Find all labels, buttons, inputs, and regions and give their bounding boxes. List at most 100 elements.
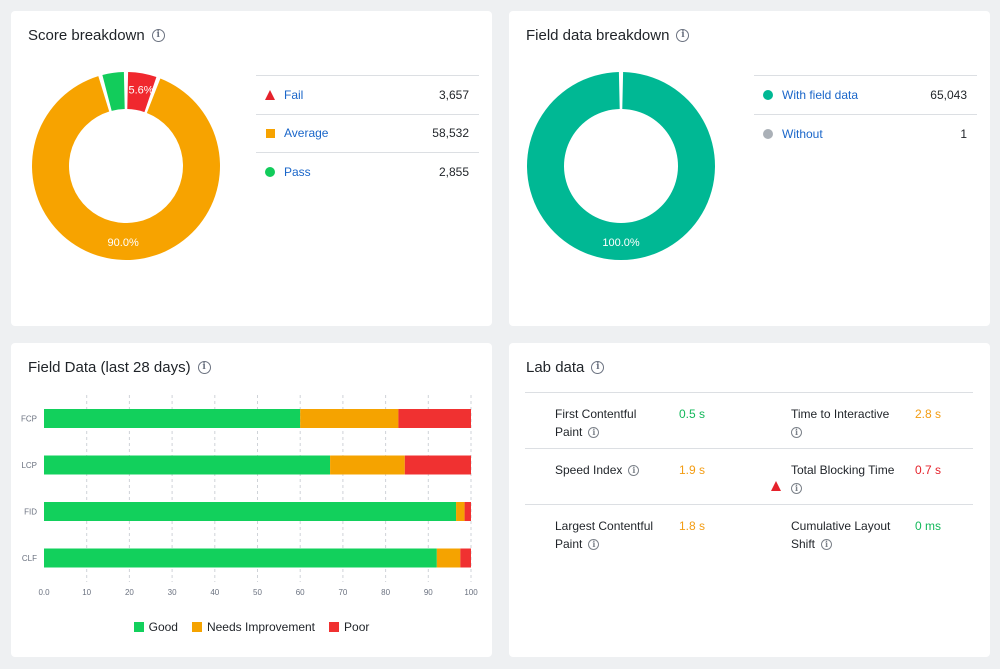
field-data-chart-title-text: Field Data (last 28 days) bbox=[28, 359, 191, 376]
status-dot-icon bbox=[763, 89, 773, 100]
score-row-pass: Pass 2,855 bbox=[256, 153, 479, 192]
lab-data-title-text: Lab data bbox=[526, 359, 585, 376]
score-count: 58,532 bbox=[432, 126, 469, 141]
info-icon[interactable]: i bbox=[791, 483, 802, 494]
lab-metric-total-blocking-time: Total Blocking Time i 0.7 s bbox=[771, 461, 955, 501]
bar-fcp-poor[interactable] bbox=[398, 409, 471, 428]
metric-name-line: Largest Contentful bbox=[555, 519, 654, 533]
score-row-fail: Fail 3,657 bbox=[256, 76, 479, 115]
metric-name-line: Paint bbox=[555, 425, 583, 439]
metric-status-icon bbox=[771, 465, 781, 491]
info-icon[interactable]: i bbox=[676, 29, 690, 42]
bar-lcp-poor[interactable] bbox=[404, 455, 471, 475]
x-tick-label: 50 bbox=[253, 588, 262, 597]
info-icon[interactable]: i bbox=[588, 427, 600, 438]
metric-name-line: Speed Index i bbox=[555, 461, 640, 479]
field-label-link[interactable]: With field data bbox=[782, 87, 859, 102]
status-dot-icon bbox=[763, 128, 773, 139]
score-label-link[interactable]: Fail bbox=[284, 87, 304, 102]
metric-name: Total Blocking Time i bbox=[791, 461, 894, 497]
legend-label: Needs Improvement bbox=[206, 620, 316, 634]
field-data-breakdown-card: Field data breakdown i 100.0% With field… bbox=[509, 11, 990, 326]
legend-item-good[interactable]: Good bbox=[133, 620, 178, 634]
x-tick-label: 90 bbox=[424, 588, 433, 597]
metric-value: 0.7 s bbox=[915, 463, 942, 477]
metric-name: Cumulative Layout Shift i bbox=[791, 517, 890, 553]
x-tick-label: 100 bbox=[464, 588, 478, 597]
y-category-label: FID bbox=[24, 508, 37, 517]
score-count: 2,855 bbox=[438, 165, 469, 180]
info-icon[interactable]: i bbox=[197, 361, 211, 374]
metric-name: Largest Contentful Paint i bbox=[555, 517, 653, 553]
info-icon[interactable]: i bbox=[151, 29, 165, 42]
score-label-link[interactable]: Pass bbox=[284, 165, 311, 180]
fail-slice[interactable] bbox=[127, 72, 157, 113]
bar-fid-poor[interactable] bbox=[464, 502, 471, 521]
pass-slice[interactable] bbox=[102, 72, 125, 111]
bar-fid-good[interactable] bbox=[44, 502, 457, 521]
average-slice[interactable] bbox=[31, 76, 220, 261]
legend-marker bbox=[256, 89, 284, 100]
info-icon[interactable]: i bbox=[628, 465, 640, 476]
lab-metric-first-contentful: First Contentful Paint i 0.5 s bbox=[535, 405, 719, 445]
metric-name: First Contentful Paint i bbox=[555, 405, 636, 441]
field-data-breakdown-title-text: Field data breakdown bbox=[526, 27, 670, 44]
score-breakdown-card: Score breakdown i 5.6% 90.0% Fail 3,657 Ave… bbox=[11, 11, 492, 326]
average-percent-label: 90.0% bbox=[108, 237, 139, 249]
bar-clf-poor[interactable] bbox=[460, 548, 471, 568]
x-tick-label: 0.0 bbox=[38, 588, 50, 597]
metric-name-line: First Contentful bbox=[555, 407, 637, 421]
info-icon[interactable]: i bbox=[591, 361, 605, 374]
field-count: 65,043 bbox=[930, 87, 967, 102]
score-row-average: Average 58,532 bbox=[256, 115, 479, 153]
score-donut-chart: 5.6% 90.0% bbox=[31, 72, 220, 261]
lab-metric-time-to-interactive: Time to Interactive i 2.8 s bbox=[771, 405, 955, 445]
lab-row: Largest Contentful Paint i 1.8 s Cumulative … bbox=[525, 505, 973, 561]
field-count: 1 bbox=[960, 126, 967, 141]
info-icon[interactable]: i bbox=[821, 539, 833, 550]
lab-metric-largest-contentful: Largest Contentful Paint i 1.8 s bbox=[535, 517, 719, 557]
score-label-link[interactable]: Average bbox=[284, 126, 329, 141]
bar-fid-needs-improvement[interactable] bbox=[456, 502, 465, 521]
field-data-bar-chart: 0.0 10 20 30 40 50 60 70 80 90 100 FCP LCP FID CLF bbox=[21, 395, 478, 597]
metric-name: Time to Interactive i bbox=[791, 405, 889, 441]
metric-value: 1.9 s bbox=[679, 463, 706, 477]
field-legend-table: With field data 65,043 Without 1 bbox=[754, 75, 977, 153]
x-tick-label: 20 bbox=[125, 588, 134, 597]
x-tick-label: 60 bbox=[296, 588, 305, 597]
score-count: 3,657 bbox=[438, 87, 469, 102]
bar-clf-good[interactable] bbox=[44, 548, 437, 568]
bar-lcp-needs-improvement[interactable] bbox=[330, 455, 405, 475]
score-legend-table: Fail 3,657 Average 58,532 Pass 2,855 bbox=[256, 75, 479, 192]
field-label-link[interactable]: Without bbox=[782, 126, 823, 141]
fail-triangle-icon bbox=[771, 467, 781, 491]
bar-lcp-good[interactable] bbox=[44, 455, 331, 475]
bar-clf-needs-improvement[interactable] bbox=[436, 548, 461, 568]
metric-name: Speed Index i bbox=[555, 461, 640, 479]
metric-name-line: Shift bbox=[791, 537, 816, 551]
average-square-icon bbox=[265, 128, 275, 138]
legend-swatch bbox=[329, 622, 340, 632]
info-icon[interactable]: i bbox=[588, 539, 600, 550]
bar-fcp-good[interactable] bbox=[44, 409, 301, 428]
field-data-chart-title: Field Data (last 28 days) i bbox=[28, 359, 211, 376]
lab-metric-cumulative-layout: Cumulative Layout Shift i 0 ms bbox=[771, 517, 955, 557]
legend-item-needs-improvement[interactable]: Needs Improvement bbox=[191, 620, 316, 634]
bar-chart-legend: Good Needs Improvement Poor bbox=[11, 620, 492, 634]
status-dot-icon bbox=[265, 167, 275, 178]
with-field-data-slice[interactable] bbox=[527, 72, 715, 260]
legend-marker bbox=[256, 167, 284, 178]
legend-label: Poor bbox=[344, 620, 370, 634]
legend-item-poor[interactable]: Poor bbox=[329, 620, 369, 634]
field-row-without: Without 1 bbox=[754, 115, 977, 154]
metric-value: 2.8 s bbox=[915, 407, 942, 421]
bar-fcp-needs-improvement[interactable] bbox=[300, 409, 399, 428]
field-data-chart-card: Field Data (last 28 days) i bbox=[11, 343, 492, 657]
metric-value: 0 ms bbox=[915, 519, 942, 533]
fail-percent-label: 5.6% bbox=[128, 84, 153, 96]
field-data-donut-chart: 100.0% bbox=[527, 72, 715, 260]
legend-swatch bbox=[191, 622, 202, 632]
legend-swatch bbox=[133, 622, 144, 632]
info-icon[interactable]: i bbox=[791, 427, 802, 438]
lab-data-title: Lab data i bbox=[526, 359, 605, 376]
